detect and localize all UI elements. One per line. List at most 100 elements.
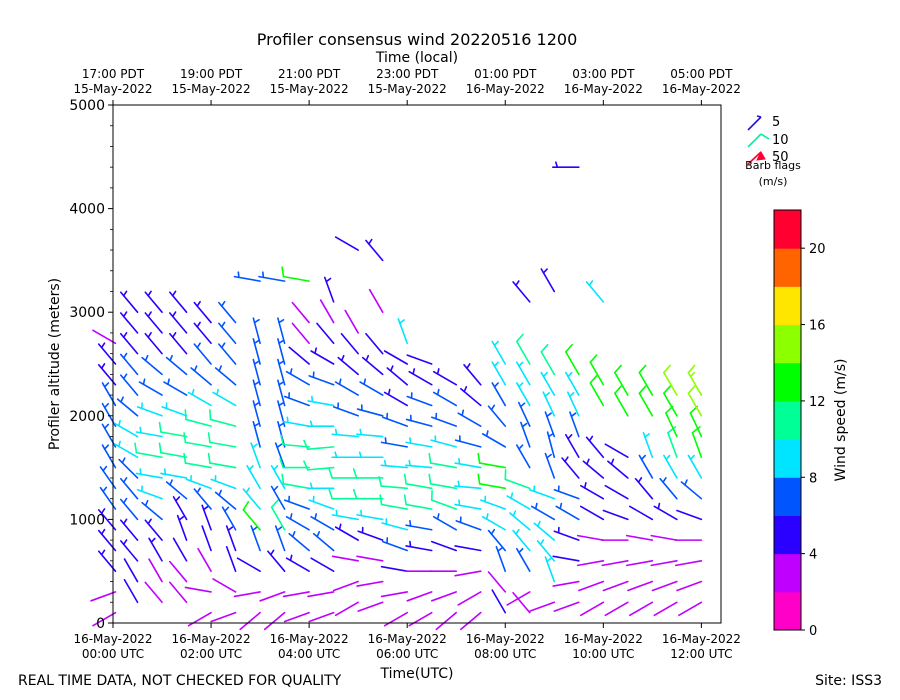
legend-barb-5 bbox=[747, 115, 762, 131]
wind-barb bbox=[356, 404, 384, 417]
wind-barb bbox=[114, 419, 139, 438]
wind-barb bbox=[546, 431, 556, 459]
top-tick-time: 19:00 PDT bbox=[180, 67, 243, 81]
wind-barb bbox=[455, 516, 482, 531]
bottom-tick-time: 12:00 UTC bbox=[670, 647, 732, 661]
colorbar-ticks: 0 4 8 12 16 20 bbox=[801, 242, 826, 639]
wind-barb bbox=[236, 557, 261, 573]
wind-barb bbox=[212, 388, 237, 407]
wind-barb bbox=[381, 412, 408, 427]
bottom-tick-date: 16-May-2022 bbox=[466, 632, 545, 646]
wind-barb bbox=[90, 591, 117, 602]
wind-barb bbox=[604, 601, 629, 617]
wind-barb bbox=[123, 558, 139, 583]
wind-barb bbox=[397, 318, 408, 345]
wind-barb bbox=[602, 580, 629, 592]
colorbar-segment bbox=[774, 477, 801, 516]
wind-barb bbox=[242, 487, 261, 510]
wind-barb bbox=[334, 601, 359, 617]
y-tick-label: 5000 bbox=[69, 98, 105, 114]
bottom-tick-date: 16-May-2022 bbox=[564, 632, 643, 646]
wind-barb bbox=[355, 451, 384, 459]
top-tick-time: 01:00 PDT bbox=[474, 67, 537, 81]
colorbar bbox=[774, 210, 801, 631]
wind-barb bbox=[277, 358, 286, 386]
wind-barb bbox=[172, 496, 188, 521]
top-tick-time: 03:00 PDT bbox=[572, 67, 635, 81]
top-tick-date: 15-May-2022 bbox=[368, 82, 447, 96]
wind-barb bbox=[604, 484, 629, 500]
wind-barb bbox=[123, 578, 139, 604]
wind-barb bbox=[580, 601, 605, 617]
colorbar-segment bbox=[774, 362, 801, 402]
wind-barb bbox=[328, 468, 359, 479]
wind-barb bbox=[481, 430, 507, 448]
x-axis-label: Time(UTC) bbox=[380, 666, 454, 682]
wind-barb bbox=[141, 499, 163, 521]
wind-barb bbox=[242, 500, 261, 531]
colorbar-segment bbox=[774, 324, 801, 364]
wind-barb bbox=[169, 560, 188, 583]
wind-barb bbox=[246, 465, 261, 490]
wind-barb bbox=[403, 494, 433, 510]
quality-disclaimer: REAL TIME DATA, NOT CHECKED FOR QUALITY bbox=[18, 673, 342, 689]
wind-barb bbox=[361, 354, 384, 376]
wind-barb bbox=[193, 321, 212, 345]
wind-barb bbox=[352, 468, 384, 479]
wind-barb bbox=[651, 580, 678, 592]
wind-barb bbox=[210, 474, 237, 490]
wind-barb bbox=[201, 504, 212, 531]
wind-barb bbox=[430, 540, 458, 552]
wind-barb bbox=[169, 311, 188, 334]
wind-barb bbox=[288, 531, 310, 552]
wind-barb bbox=[356, 555, 384, 562]
wind-barb bbox=[536, 539, 556, 562]
wind-barb bbox=[491, 361, 507, 386]
wind-barb bbox=[207, 452, 237, 469]
wind-barb bbox=[357, 526, 384, 541]
wind-barb bbox=[283, 611, 310, 623]
wind-barb bbox=[565, 433, 580, 459]
wind-barb bbox=[512, 528, 531, 552]
wind-barb bbox=[552, 580, 580, 587]
wind-barb bbox=[280, 434, 310, 448]
wind-barb bbox=[120, 373, 139, 396]
wind-barb bbox=[405, 414, 433, 427]
wind-barb bbox=[540, 343, 556, 376]
wind-barbs-layer bbox=[90, 161, 703, 631]
wind-barb bbox=[183, 432, 212, 448]
wind-barb bbox=[504, 469, 531, 490]
wind-barb bbox=[197, 547, 212, 573]
wind-barb bbox=[308, 495, 335, 510]
wind-barb bbox=[250, 442, 261, 469]
wind-barb bbox=[460, 386, 482, 407]
wind-barb bbox=[282, 416, 310, 427]
wind-barb bbox=[687, 385, 703, 417]
legend-label-10: 10 bbox=[772, 133, 789, 148]
wind-barb bbox=[355, 428, 384, 438]
wind-barb bbox=[529, 485, 556, 500]
wind-barb bbox=[331, 451, 359, 459]
colorbar-segment bbox=[774, 553, 801, 593]
wind-barb bbox=[144, 518, 163, 541]
wind-barb bbox=[135, 426, 163, 438]
wind-barb bbox=[310, 513, 335, 531]
top-tick-time: 17:00 PDT bbox=[82, 67, 145, 81]
wind-barb bbox=[285, 554, 310, 573]
colorbar-segment bbox=[774, 248, 801, 287]
colorbar-segment bbox=[774, 515, 801, 555]
wind-barb bbox=[530, 502, 556, 521]
wind-barb bbox=[515, 361, 531, 386]
wind-barb bbox=[512, 280, 531, 303]
colorbar-segment bbox=[774, 286, 801, 326]
bottom-tick-time: 06:00 UTC bbox=[376, 647, 438, 661]
y-tick-label: 4000 bbox=[69, 202, 105, 218]
bottom-tick-date: 16-May-2022 bbox=[662, 632, 741, 646]
wind-barb bbox=[614, 364, 629, 396]
wind-barb bbox=[520, 421, 531, 448]
wind-barb bbox=[430, 489, 458, 510]
plot-area bbox=[113, 105, 721, 623]
wind-barb bbox=[405, 520, 433, 531]
wind-barb bbox=[405, 459, 433, 469]
wind-barb bbox=[270, 465, 286, 490]
